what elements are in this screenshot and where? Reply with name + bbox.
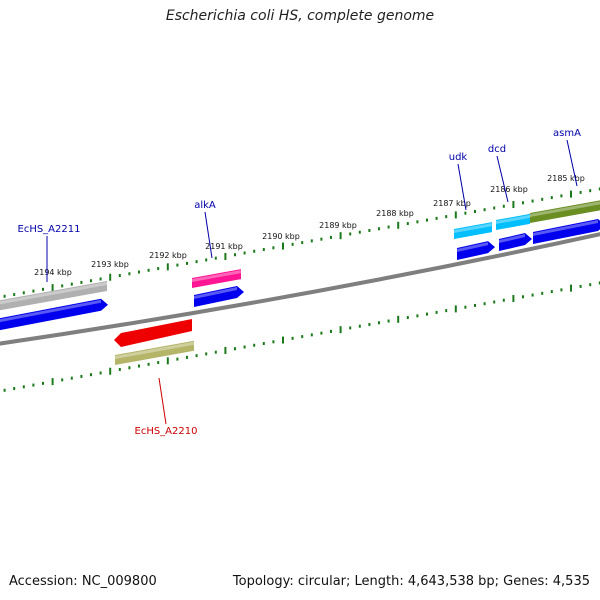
leader-line-echs_a2210: [158, 377, 167, 425]
gene-label-asma: asmA: [553, 128, 581, 139]
map-title: Escherichia coli HS, complete genome: [165, 8, 435, 24]
gene-udk: [454, 222, 492, 239]
cds-alka-highlight: [194, 287, 237, 299]
cds-asma-highlight: [533, 220, 598, 236]
tick-label: 2194 kbp: [34, 268, 72, 277]
tick-label: 2192 kbp: [149, 251, 187, 260]
cds-echs_a2210: [114, 318, 192, 347]
tick-label: 2189 kbp: [319, 221, 357, 230]
gene-labels: asmA dcd udk alkA EcHS_A2211 EcHS_A2210: [18, 128, 582, 437]
gene-echs_a2211-highlight: [0, 281, 107, 305]
accession-text: Accession: NC_009800: [9, 574, 157, 589]
gene-asma-highlight: [530, 201, 600, 217]
gene-label-echs_a2210: EcHS_A2210: [135, 426, 198, 437]
cds-echs_a2211: [0, 298, 108, 331]
gene-alka-highlight: [192, 270, 241, 282]
tick-label: 2191 kbp: [205, 242, 243, 251]
cds-dcd-highlight: [499, 234, 525, 243]
cds-udk: [457, 241, 495, 260]
leader-line-asma: [566, 139, 578, 187]
tick-label: 2185 kbp: [547, 174, 585, 183]
gene-alka: [192, 269, 241, 288]
genome-summary-text: Topology: circular; Length: 4,643,538 bp…: [232, 574, 590, 589]
gene-dcd-highlight: [496, 214, 530, 224]
inner-tick-ruler: [3, 281, 600, 392]
gene-features: [0, 200, 600, 365]
leader-line-udk: [457, 163, 467, 211]
genome-backbone: [0, 232, 600, 346]
cds-dcd: [499, 233, 532, 251]
gene-asma: [530, 200, 600, 223]
gene-label-alka: alkA: [194, 200, 216, 211]
gene-dcd: [496, 213, 530, 230]
gene-echs_a2210: [115, 340, 194, 365]
tick-label: 2188 kbp: [376, 209, 414, 218]
outer-tick-ruler: [3, 187, 600, 298]
leader-line-alka: [204, 211, 213, 259]
tick-label: 2187 kbp: [433, 199, 471, 208]
gene-echs_a2211: [0, 280, 107, 311]
gene-label-echs_a2211: EcHS_A2211: [18, 224, 81, 235]
gene-label-dcd: dcd: [488, 144, 506, 155]
tick-label: 2186 kbp: [490, 185, 528, 194]
cds-udk-highlight: [457, 242, 488, 252]
cds-echs_a2211-highlight: [0, 299, 101, 323]
leader-line-dcd: [496, 155, 509, 203]
tick-label: 2193 kbp: [91, 260, 129, 269]
cds-asma: [533, 219, 600, 244]
gene-udk-highlight: [454, 223, 492, 233]
cds-alka: [194, 286, 244, 307]
gene-echs_a2210-highlight: [115, 341, 194, 359]
tick-labels: 2185 kbp 2186 kbp 2187 kbp 2188 kbp 2189 kbp…: [34, 174, 585, 277]
gene-label-udk: udk: [449, 152, 468, 163]
tick-label: 2190 kbp: [262, 232, 300, 241]
